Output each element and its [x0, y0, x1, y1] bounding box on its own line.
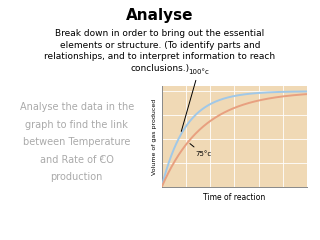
X-axis label: Time of reaction: Time of reaction: [203, 193, 266, 202]
Text: Break down in order to bring out the essential
elements or structure. (To identi: Break down in order to bring out the ess…: [44, 29, 276, 73]
Text: Analyse the data in the: Analyse the data in the: [20, 102, 134, 112]
Text: graph to find the link: graph to find the link: [25, 120, 128, 130]
Text: and Rate of CO: and Rate of CO: [40, 155, 114, 165]
Text: 2: 2: [100, 156, 104, 162]
Y-axis label: Volume of gas produced: Volume of gas produced: [152, 99, 157, 175]
Text: Analyse: Analyse: [126, 8, 194, 24]
Text: production: production: [51, 172, 103, 182]
Text: 100°c: 100°c: [181, 69, 209, 131]
Text: between Temperature: between Temperature: [23, 137, 131, 147]
Text: 75°c: 75°c: [190, 144, 211, 157]
